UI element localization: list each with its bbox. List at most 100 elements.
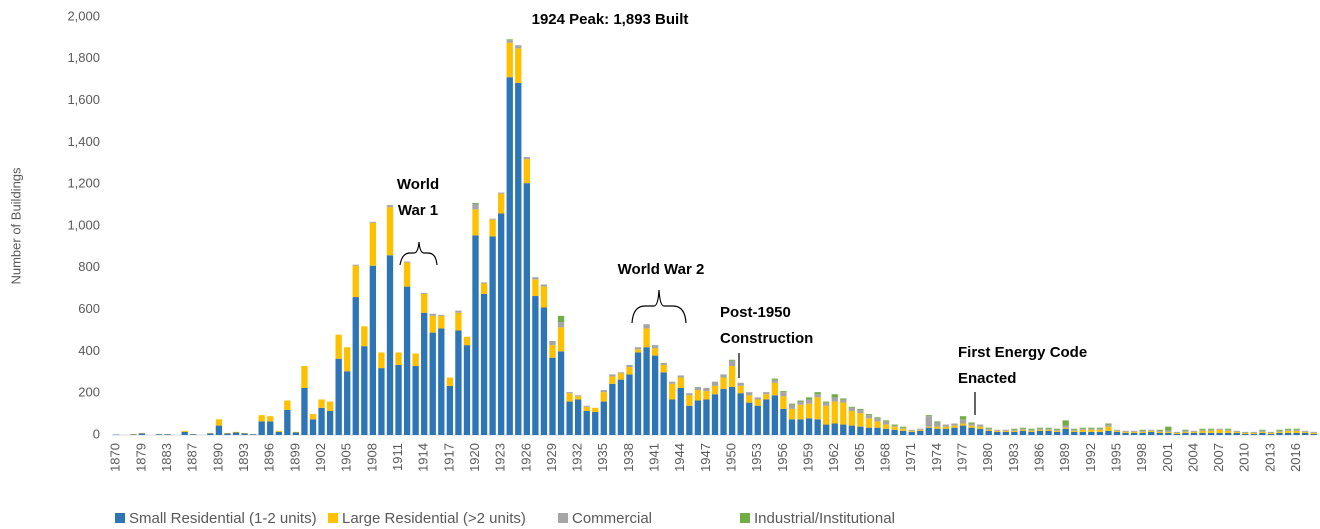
bar-segment	[378, 368, 385, 435]
bar-segment	[181, 431, 188, 435]
bar-segment	[1130, 432, 1138, 435]
y-tick-label: 1,400	[67, 134, 100, 149]
bar-segment	[985, 429, 992, 431]
bar-segment	[549, 357, 556, 435]
bar-segment	[754, 399, 761, 406]
bar-segment	[900, 428, 907, 431]
bar-segment	[857, 413, 864, 427]
bar-segment	[335, 334, 342, 359]
bar-segment	[694, 400, 702, 435]
bar-segment	[865, 418, 873, 428]
bar-segment	[994, 430, 1001, 432]
bar-segment	[959, 416, 967, 420]
bar-segment	[1002, 430, 1009, 432]
bar-segment	[780, 392, 787, 397]
bar-segment	[959, 423, 967, 426]
x-tick-label: 2007	[1211, 443, 1226, 472]
bar-segment	[1148, 429, 1155, 431]
bar-segment	[1293, 428, 1300, 430]
bar-segment	[925, 426, 932, 428]
bar-segment	[472, 235, 479, 435]
bar-segment	[275, 430, 282, 432]
bar-segment	[669, 399, 676, 435]
bar-segment	[1207, 432, 1215, 435]
x-tick-label: 1977	[954, 443, 969, 472]
bar-segment	[1036, 428, 1044, 430]
x-tick-label: 1887	[185, 443, 200, 472]
bar-segment	[275, 431, 282, 435]
bar-segment	[1045, 430, 1052, 435]
bar-segment	[1122, 430, 1129, 432]
bar-segment	[1310, 431, 1317, 433]
bar-segment	[258, 421, 265, 435]
bar-segment	[1096, 427, 1104, 429]
bar-segment	[301, 366, 308, 388]
bar-segment	[1045, 428, 1052, 430]
bar-segment	[634, 347, 642, 350]
bar-segment	[1071, 431, 1078, 435]
legend-swatch	[115, 513, 125, 523]
y-tick-label: 200	[78, 385, 100, 400]
bar-segment	[344, 371, 351, 435]
bar-segment	[326, 410, 334, 435]
bar-segment	[532, 296, 539, 435]
bar-segment	[840, 424, 847, 435]
bar-segment	[831, 423, 838, 435]
bar-segment	[1225, 428, 1232, 430]
legend-swatch	[328, 513, 338, 523]
bar-segment	[1190, 430, 1198, 432]
bar-segment	[1276, 432, 1283, 435]
annotation: Post-1950	[720, 304, 791, 321]
bar-segment	[1173, 431, 1181, 433]
bar-segment	[1028, 430, 1035, 432]
x-tick-label: 1929	[544, 443, 559, 472]
bar-segment	[1276, 429, 1283, 431]
bar-segment	[934, 421, 941, 423]
x-tick-label: 1870	[108, 443, 123, 472]
bar-segment	[532, 279, 539, 297]
legend-label: Commercial	[572, 510, 652, 527]
bar-segment	[1062, 425, 1069, 428]
bar-segment	[1233, 430, 1240, 432]
bar-segment	[207, 433, 214, 435]
bar-segment	[480, 283, 488, 294]
bar-segment	[797, 401, 804, 405]
bar-segment	[1071, 428, 1078, 430]
y-tick-label: 1,600	[67, 92, 100, 107]
bar-segment	[994, 431, 1001, 435]
bar-segment	[891, 426, 898, 430]
bar-segment	[1182, 430, 1189, 432]
x-tick-label: 1989	[1057, 443, 1072, 472]
bar-segment	[1310, 433, 1317, 435]
bar-segment	[1250, 432, 1258, 434]
bar-segment	[900, 427, 907, 429]
x-tick-label: 1941	[647, 443, 662, 472]
bar-segment	[258, 415, 265, 422]
bar-segment	[1259, 431, 1266, 433]
bar-segment	[506, 42, 513, 78]
bar-segment	[498, 213, 505, 435]
bar-segment	[232, 431, 240, 433]
bar-segment	[1267, 431, 1275, 433]
bar-segment	[780, 396, 787, 409]
y-axis-label: Number of Buildings	[8, 167, 23, 285]
x-tick-label: 1944	[672, 443, 687, 472]
bar-segment	[694, 386, 702, 391]
bar-segment	[908, 431, 915, 435]
bar-segment	[874, 421, 881, 428]
bar-segment	[1216, 429, 1223, 433]
bar-segment	[1173, 433, 1181, 435]
bar-segment	[891, 424, 898, 426]
bar-segment	[643, 324, 650, 329]
bar-segment	[754, 405, 761, 435]
bar-segment	[1122, 431, 1129, 433]
bar-segment	[746, 395, 753, 403]
bar-segment	[1225, 429, 1232, 431]
bar-segment	[746, 392, 753, 396]
y-tick-label: 600	[78, 301, 100, 316]
bar-segment	[677, 387, 684, 435]
bar-segment	[181, 430, 188, 432]
bar-segment	[737, 385, 744, 394]
bar-segment	[857, 408, 864, 410]
bar-segment	[1105, 430, 1112, 435]
